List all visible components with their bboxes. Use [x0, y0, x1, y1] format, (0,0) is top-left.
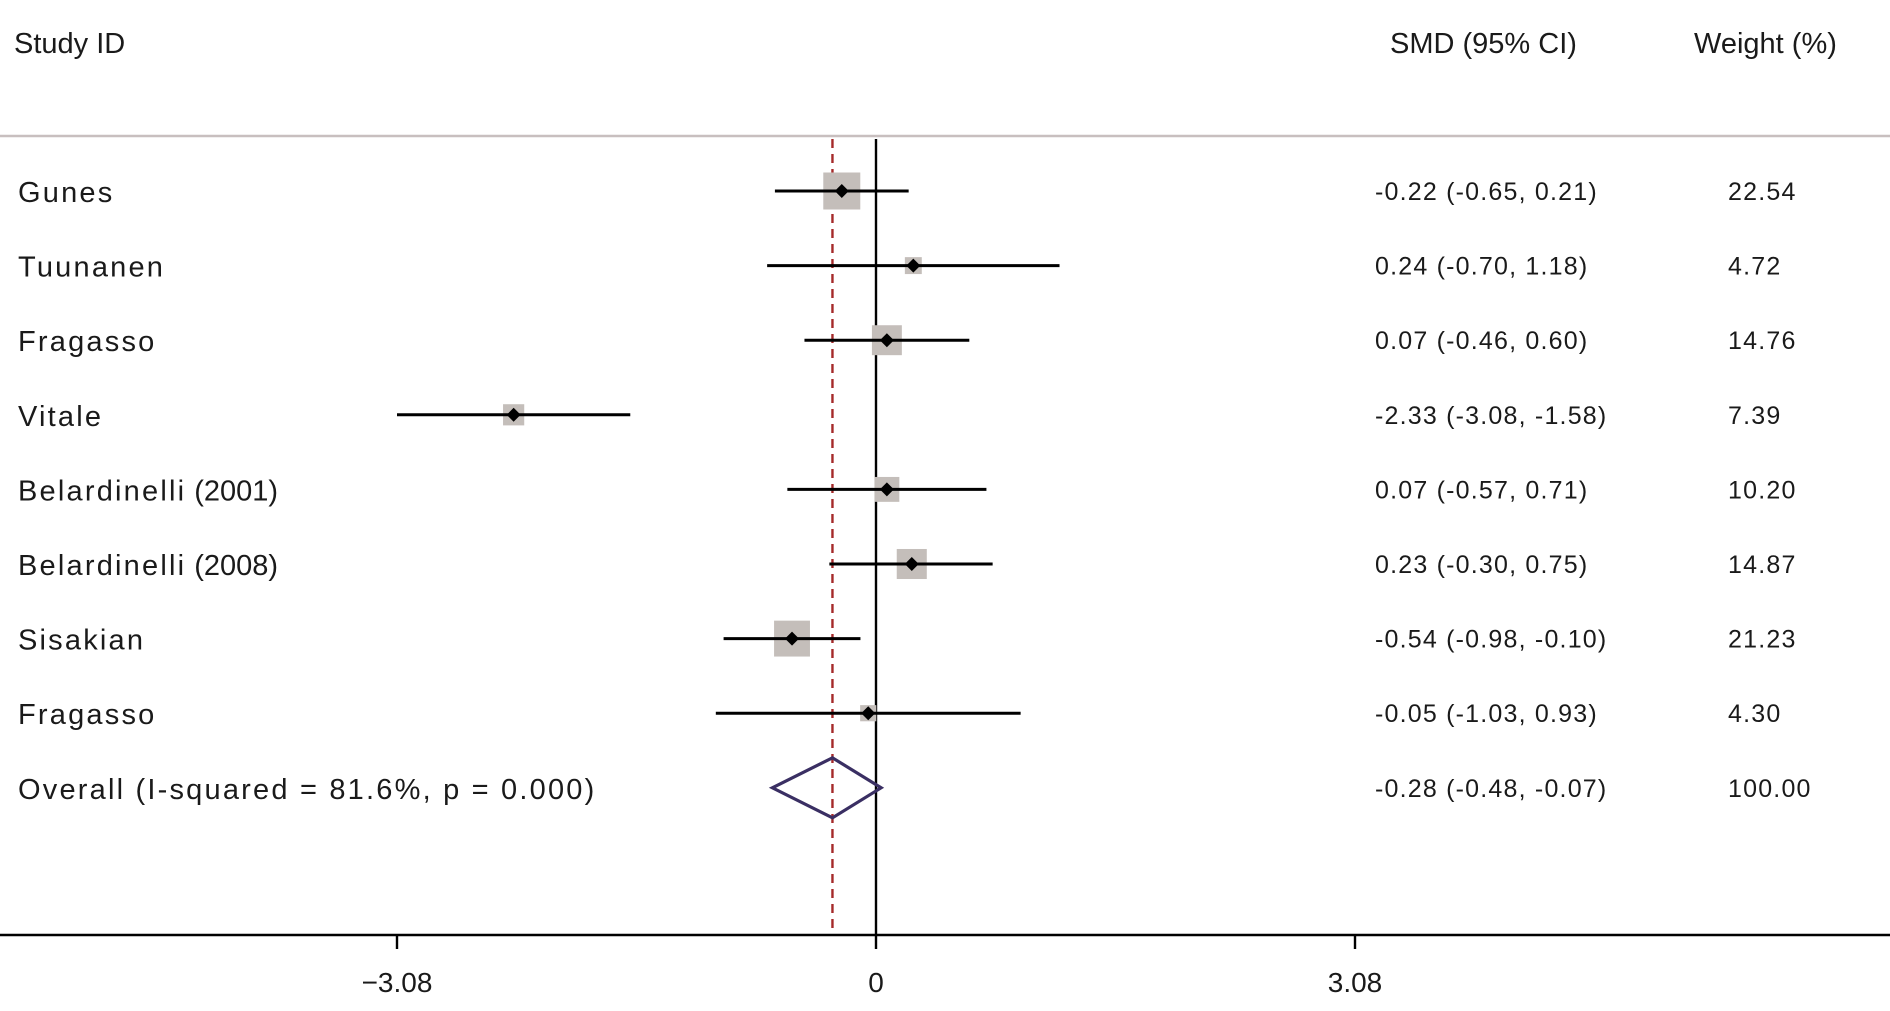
point-estimate: [906, 258, 921, 273]
weight-value: 4.30: [1728, 700, 1781, 728]
point-estimate: [879, 333, 894, 348]
overall-row: Overall (I-squared = 81.6%, p = 0.000) -0…: [18, 755, 1812, 820]
study-name: Gunes: [18, 177, 114, 209]
header-weight: Weight (%): [1694, 28, 1837, 60]
study-label: Fragasso: [18, 699, 157, 731]
overall-label: Overall (I-squared = 81.6%, p = 0.000): [18, 774, 596, 806]
smd-ci-value: 0.07 (-0.57, 0.71): [1375, 476, 1588, 504]
point-estimate: [879, 482, 894, 497]
point-estimate: [861, 706, 876, 721]
study-label: Vitale: [18, 401, 103, 433]
weight-value: 22.54: [1728, 178, 1797, 206]
study-label: Belardinelli (2008): [18, 550, 278, 582]
study-name: Fragasso: [18, 699, 157, 731]
header-study-id: Study ID: [14, 28, 125, 60]
x-tick-label: 3.08: [1328, 967, 1383, 998]
study-rows: Gunes -0.22 (-0.65, 0.21) 22.54 Tuunanen 0.2…: [18, 139, 1812, 935]
study-name: Tuunanen: [18, 252, 165, 284]
study-row: Belardinelli (2001) 0.07 (-0.57, 0.71) 10.2…: [18, 475, 1797, 507]
study-label: Belardinelli (2001): [18, 475, 278, 507]
study-label: Fragasso: [18, 326, 157, 358]
weight-value: 7.39: [1728, 402, 1781, 430]
study-label: Tuunanen: [18, 252, 165, 284]
smd-ci-value: -0.22 (-0.65, 0.21): [1375, 178, 1598, 206]
smd-ci-value: 0.24 (-0.70, 1.18): [1375, 253, 1588, 281]
x-tick-label: −3.08: [362, 967, 433, 998]
study-row: Gunes -0.22 (-0.65, 0.21) 22.54: [18, 172, 1797, 210]
smd-ci-value: 0.07 (-0.46, 0.60): [1375, 327, 1588, 355]
study-row: Fragasso -0.05 (-1.03, 0.93) 4.30: [18, 699, 1781, 731]
study-name: Fragasso: [18, 326, 157, 358]
study-row: Tuunanen 0.24 (-0.70, 1.18) 4.72: [18, 252, 1781, 284]
study-row: Fragasso 0.07 (-0.46, 0.60) 14.76: [18, 325, 1797, 358]
study-row: Sisakian -0.54 (-0.98, -0.10) 21.23: [18, 620, 1797, 657]
point-estimate: [785, 631, 800, 646]
x-axis: −3.08 0 3.08: [0, 933, 1890, 998]
study-name: Belardinelli: [18, 550, 186, 582]
weight-value: 14.76: [1728, 327, 1797, 355]
point-estimate: [834, 184, 849, 198]
point-estimate: [506, 407, 521, 422]
study-label: Gunes: [18, 177, 114, 209]
weight-value: 10.20: [1728, 476, 1797, 504]
point-estimate: [904, 557, 919, 571]
study-name: Belardinelli: [18, 475, 186, 507]
weight-value: 21.23: [1728, 626, 1797, 654]
weight-value: 14.87: [1728, 551, 1797, 579]
study-year: (2008): [194, 550, 278, 582]
study-name: Sisakian: [18, 625, 145, 657]
smd-ci-value: -0.54 (-0.98, -0.10): [1375, 626, 1607, 654]
study-label: Sisakian: [18, 625, 145, 657]
study-row: Vitale -2.33 (-3.08, -1.58) 7.39: [18, 401, 1781, 433]
smd-ci-value: -2.33 (-3.08, -1.58): [1375, 402, 1607, 430]
study-name: Vitale: [18, 401, 103, 433]
weight-value: 4.72: [1728, 253, 1781, 281]
x-tick-label: 0: [868, 967, 884, 998]
overall-weight-value: 100.00: [1728, 775, 1812, 803]
study-year: (2001): [194, 475, 278, 507]
overall-ci-value: -0.28 (-0.48, -0.07): [1375, 775, 1607, 803]
header-smd-ci: SMD (95% CI): [1390, 28, 1577, 60]
overall-diamond: [768, 755, 885, 820]
study-row: Belardinelli (2008) 0.23 (-0.30, 0.75) 14.8…: [18, 548, 1797, 582]
smd-ci-value: -0.05 (-1.03, 0.93): [1375, 700, 1598, 728]
smd-ci-value: 0.23 (-0.30, 0.75): [1375, 551, 1588, 579]
